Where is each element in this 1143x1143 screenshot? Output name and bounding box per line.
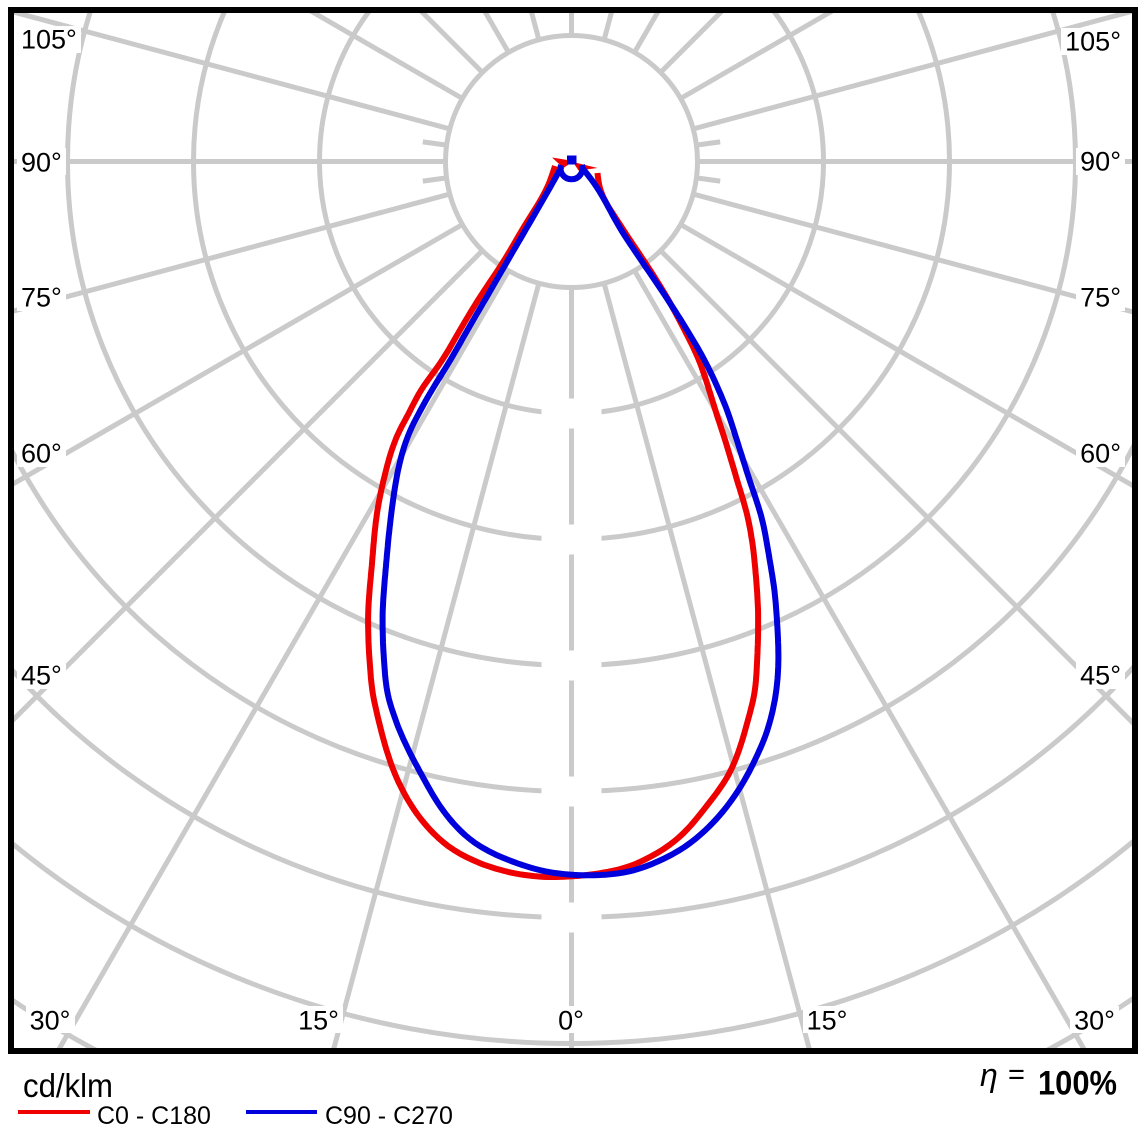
svg-text:0°: 0° — [558, 1006, 584, 1036]
svg-text:45°: 45° — [21, 661, 62, 691]
svg-text:75°: 75° — [1080, 283, 1121, 313]
svg-text:90°: 90° — [1080, 147, 1121, 177]
svg-text:15°: 15° — [298, 1006, 339, 1036]
svg-text:75°: 75° — [21, 283, 62, 313]
svg-text:90°: 90° — [21, 148, 62, 178]
svg-text:15°: 15° — [807, 1006, 848, 1036]
svg-text:60°: 60° — [21, 439, 62, 469]
svg-text:C0 - C180: C0 - C180 — [97, 1102, 211, 1130]
svg-text:45°: 45° — [1080, 661, 1121, 691]
svg-text:C90 - C270: C90 - C270 — [325, 1102, 453, 1130]
svg-text:30°: 30° — [30, 1006, 71, 1036]
svg-text:60°: 60° — [1080, 439, 1121, 469]
svg-text:100%: 100% — [1038, 1065, 1117, 1103]
svg-text:105°: 105° — [1065, 27, 1121, 57]
svg-text:=: = — [1008, 1059, 1025, 1091]
svg-text:cd/klm: cd/klm — [23, 1067, 113, 1104]
svg-text:η: η — [980, 1057, 998, 1093]
svg-text:30°: 30° — [1074, 1006, 1115, 1036]
svg-text:105°: 105° — [21, 25, 77, 55]
